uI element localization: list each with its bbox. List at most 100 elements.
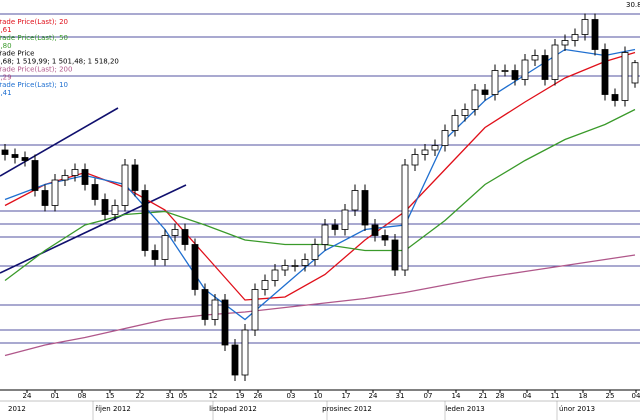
candle-body bbox=[11, 154, 19, 158]
candle-body bbox=[461, 109, 469, 116]
candle-body bbox=[531, 55, 539, 61]
candle-body bbox=[411, 154, 419, 166]
candle-body bbox=[261, 280, 269, 290]
candle-body bbox=[571, 34, 579, 41]
candle-body bbox=[81, 169, 89, 185]
candle-body bbox=[111, 205, 119, 215]
legend-last-value: 4,68; 1 519,99; 1 501,48; 1 518,20 bbox=[0, 58, 119, 66]
candle-body bbox=[381, 235, 389, 241]
candle-body bbox=[271, 269, 279, 281]
candle-body bbox=[231, 344, 239, 376]
candle-body bbox=[251, 289, 259, 331]
x-tick-label: 21 bbox=[479, 392, 488, 400]
x-tick-label: 07 bbox=[424, 392, 433, 400]
candle-body bbox=[21, 157, 29, 161]
candle-body bbox=[301, 259, 309, 266]
candle-body bbox=[621, 52, 629, 101]
candle-body bbox=[31, 160, 39, 191]
legend-last-value: 5,29 bbox=[0, 73, 12, 81]
candle-body bbox=[71, 169, 79, 176]
x-tick-label: 17 bbox=[342, 392, 351, 400]
candle-body bbox=[421, 149, 429, 155]
x-tick-label: 15 bbox=[106, 392, 115, 400]
x-tick-label: 14 bbox=[452, 392, 461, 400]
candle-body bbox=[471, 89, 479, 110]
month-label: listopad 2012 bbox=[209, 405, 257, 413]
candle-body bbox=[371, 224, 379, 236]
candle-body bbox=[501, 70, 509, 72]
x-tick-label: 26 bbox=[254, 392, 263, 400]
legend-name: Trade Price(Last); 200 bbox=[0, 65, 72, 73]
candle-body bbox=[101, 199, 109, 215]
candle-body bbox=[341, 209, 349, 230]
candle-body bbox=[1, 149, 9, 155]
candle-body bbox=[591, 19, 599, 50]
x-tick-label: 03 bbox=[287, 392, 296, 400]
candle-body bbox=[161, 235, 169, 260]
candle-body bbox=[541, 55, 549, 80]
x-tick-label: 05 bbox=[179, 392, 188, 400]
candle-body bbox=[151, 250, 159, 260]
candle-body bbox=[121, 164, 129, 206]
candle-body bbox=[211, 299, 219, 320]
x-tick-label: 11 bbox=[551, 392, 560, 400]
moving-average-line bbox=[4, 51, 636, 301]
candle-body bbox=[631, 62, 639, 84]
x-tick-label: 19 bbox=[236, 392, 245, 400]
candle-body bbox=[321, 224, 329, 245]
x-tick-label: 18 bbox=[579, 392, 588, 400]
corner-label: 30.8 bbox=[626, 1, 640, 9]
x-tick-label: 12 bbox=[209, 392, 218, 400]
month-label: prosinec 2012 bbox=[322, 405, 372, 413]
x-tick-label: 08 bbox=[78, 392, 87, 400]
moving-average-line bbox=[4, 254, 636, 357]
candle-body bbox=[441, 130, 449, 146]
x-tick-label: 04 bbox=[523, 392, 532, 400]
candle-body bbox=[331, 224, 339, 230]
month-label: 2012 bbox=[8, 405, 26, 413]
x-tick-label: 31 bbox=[396, 392, 405, 400]
candle-body bbox=[141, 190, 149, 251]
candle-body bbox=[401, 164, 409, 271]
x-tick-label: 22 bbox=[136, 392, 145, 400]
candles bbox=[1, 13, 639, 381]
legend-last-value: 7,41 bbox=[0, 89, 12, 97]
candle-body bbox=[521, 59, 529, 80]
candle-body bbox=[581, 19, 589, 35]
legend-name: Trade Price(Last); 20 bbox=[0, 18, 68, 26]
candle-body bbox=[551, 44, 559, 80]
candle-body bbox=[611, 94, 619, 101]
candle-body bbox=[281, 265, 289, 271]
legend-name: Trade Price bbox=[0, 50, 34, 58]
legend-last-value: 2,61 bbox=[0, 26, 12, 34]
candle-body bbox=[171, 229, 179, 236]
legend-name: Trade Price(Last); 50 bbox=[0, 34, 68, 42]
level-lines bbox=[0, 13, 640, 344]
x-tick-label: 25 bbox=[606, 392, 615, 400]
candle-body bbox=[291, 265, 299, 267]
x-tick-label: 24 bbox=[369, 392, 378, 400]
candle-body bbox=[351, 190, 359, 211]
month-label: leden 2013 bbox=[445, 405, 484, 413]
x-tick-label: 31 bbox=[166, 392, 175, 400]
candle-body bbox=[391, 239, 399, 271]
candle-body bbox=[561, 40, 569, 46]
candle-body bbox=[61, 175, 69, 181]
candle-body bbox=[431, 145, 439, 151]
candle-body bbox=[241, 329, 249, 376]
candle-body bbox=[451, 115, 459, 131]
x-tick-label: 10 bbox=[314, 392, 323, 400]
candle-body bbox=[201, 289, 209, 320]
legend-name: Trade Price(Last); 10 bbox=[0, 81, 68, 89]
candle-body bbox=[481, 89, 489, 95]
candle-body bbox=[181, 229, 189, 245]
x-tick-label: 04 bbox=[632, 392, 640, 400]
x-tick-label: 24 bbox=[23, 392, 32, 400]
candle-body bbox=[51, 179, 59, 206]
legend-last-value: 8,80 bbox=[0, 42, 12, 50]
x-tick-label: 28 bbox=[496, 392, 505, 400]
trend-channel bbox=[0, 107, 187, 274]
candle-body bbox=[491, 70, 499, 95]
